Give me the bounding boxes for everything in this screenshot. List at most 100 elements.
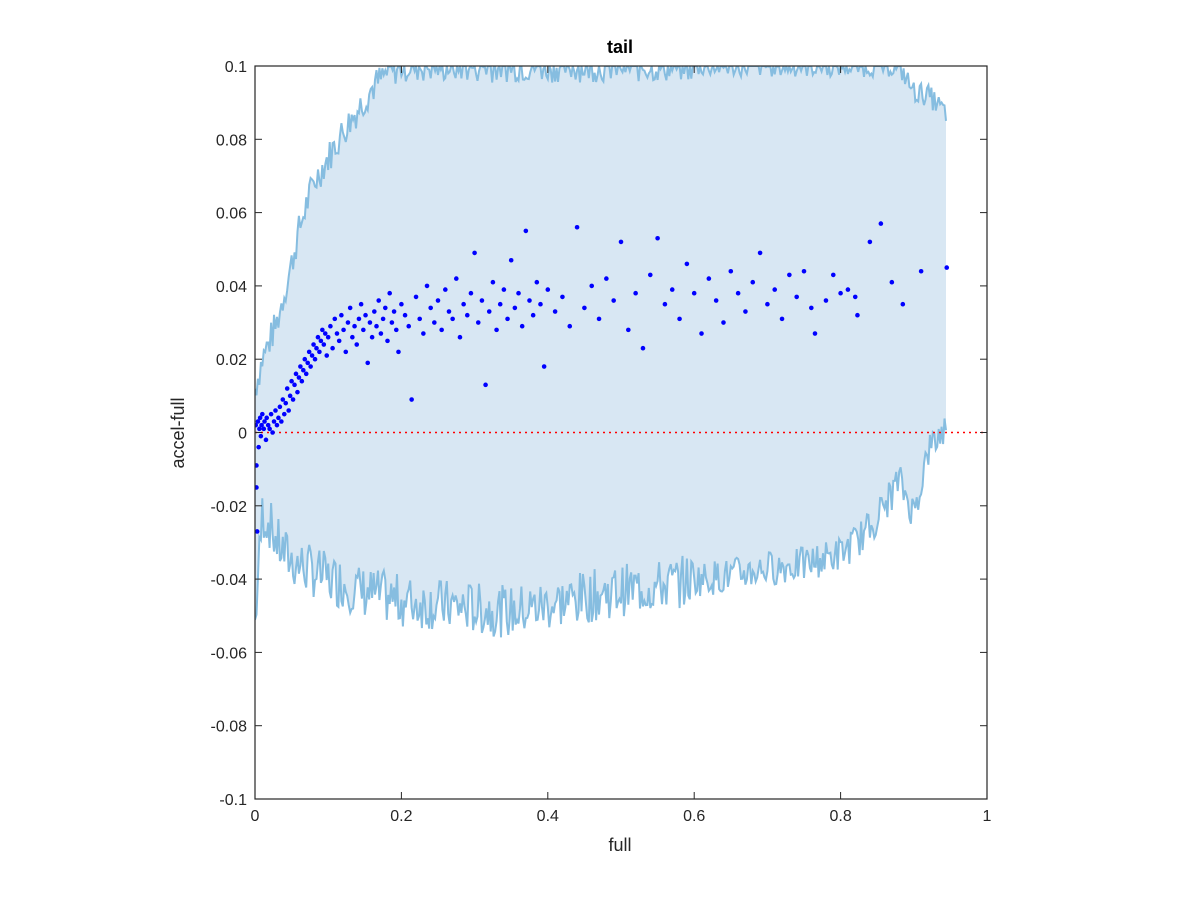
data-point — [468, 290, 474, 296]
data-point — [852, 294, 858, 300]
data-point — [279, 419, 284, 424]
data-point — [750, 279, 756, 285]
data-point — [343, 349, 349, 355]
data-point — [399, 301, 404, 307]
data-point — [330, 345, 335, 351]
data-point — [280, 397, 286, 402]
data-point — [443, 287, 448, 292]
data-point — [633, 290, 638, 296]
data-point — [356, 316, 362, 322]
data-point — [261, 426, 267, 432]
data-point — [302, 356, 308, 362]
data-point — [889, 279, 895, 285]
x-tick-label: 0.8 — [829, 808, 851, 825]
data-point — [334, 331, 340, 336]
x-tick-label: 0 — [251, 808, 260, 825]
data-point — [318, 338, 324, 344]
data-point — [735, 290, 741, 296]
data-point — [618, 239, 624, 245]
data-point — [662, 301, 668, 307]
data-point — [787, 272, 792, 278]
data-point — [464, 312, 470, 318]
data-point — [424, 283, 430, 289]
data-point — [435, 298, 441, 303]
data-point — [258, 433, 264, 439]
data-point — [505, 316, 510, 322]
data-point — [387, 290, 392, 296]
data-point — [508, 257, 514, 263]
y-tick-label: 0.1 — [225, 59, 247, 76]
data-point — [402, 312, 408, 318]
data-point — [552, 309, 558, 314]
data-point — [264, 415, 270, 421]
data-point — [255, 529, 260, 534]
data-point — [691, 290, 697, 296]
data-point — [262, 419, 267, 424]
data-point — [289, 378, 294, 384]
y-tick-label: 0.08 — [216, 132, 247, 149]
data-point — [320, 327, 325, 333]
data-point — [312, 356, 318, 362]
data-point — [325, 334, 331, 340]
data-point — [794, 294, 799, 300]
data-point — [260, 411, 265, 417]
data-point — [382, 305, 388, 311]
data-point — [309, 353, 315, 358]
data-point — [779, 316, 785, 322]
data-point — [494, 327, 499, 333]
data-point — [367, 320, 373, 325]
data-point — [684, 261, 690, 267]
data-point — [276, 415, 281, 421]
data-point — [640, 345, 646, 351]
data-point — [296, 375, 302, 380]
data-point — [293, 371, 299, 377]
data-point — [472, 250, 477, 256]
data-point — [361, 327, 366, 333]
data-point — [303, 371, 309, 377]
data-point — [347, 305, 353, 311]
data-point — [699, 331, 704, 336]
data-point — [743, 309, 748, 314]
data-point — [918, 268, 924, 274]
data-point — [255, 422, 259, 428]
data-point — [677, 316, 682, 322]
data-point — [257, 426, 262, 432]
data-point — [765, 301, 770, 307]
data-point — [324, 353, 330, 358]
data-point — [391, 309, 397, 314]
data-point — [369, 334, 375, 340]
data-point — [713, 298, 719, 303]
data-point — [516, 290, 521, 296]
data-point — [376, 298, 382, 303]
data-point — [263, 437, 269, 443]
data-point — [396, 349, 401, 355]
data-point — [483, 382, 488, 388]
data-point — [268, 411, 274, 417]
data-point — [413, 294, 419, 300]
data-point — [541, 364, 547, 369]
data-point — [582, 305, 587, 311]
data-point — [339, 312, 344, 318]
data-point — [512, 305, 518, 311]
data-point — [450, 316, 455, 322]
data-point — [772, 287, 778, 292]
data-point — [286, 408, 291, 413]
data-point — [757, 250, 763, 256]
y-tick-label: -0.02 — [211, 499, 248, 516]
data-point — [270, 430, 275, 435]
data-point — [589, 283, 595, 289]
data-point — [626, 327, 631, 333]
data-point — [855, 312, 860, 318]
y-tick-label: 0.02 — [216, 352, 247, 369]
data-point — [669, 287, 675, 292]
y-axis-label: accel-full — [168, 397, 188, 468]
data-point — [257, 415, 263, 421]
data-point — [284, 386, 290, 391]
data-point — [317, 349, 322, 355]
data-point — [867, 239, 873, 245]
data-point — [900, 301, 906, 307]
data-point — [845, 287, 851, 292]
data-point — [350, 334, 355, 340]
data-point — [378, 331, 384, 336]
